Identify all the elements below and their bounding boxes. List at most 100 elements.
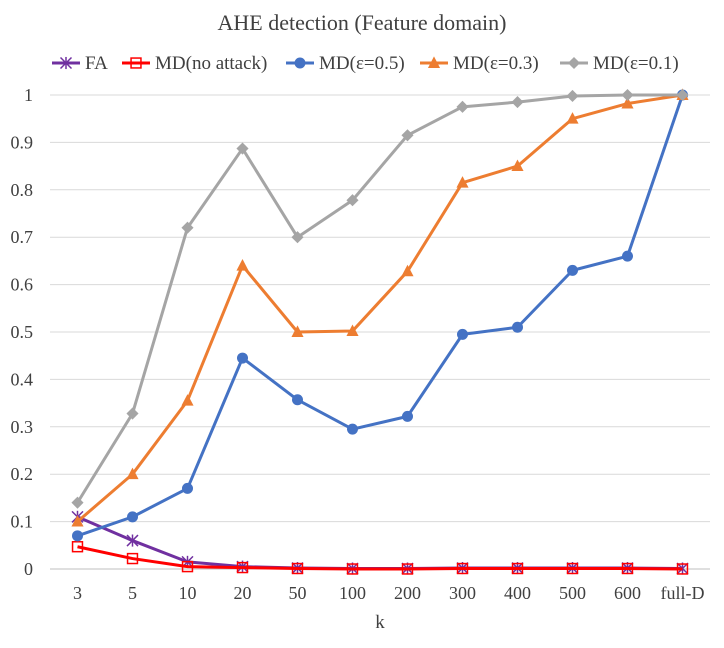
data-point — [71, 515, 84, 527]
x-tick-label: 600 — [614, 583, 641, 603]
data-point — [401, 264, 414, 277]
legend-marker — [130, 57, 142, 69]
data-point — [71, 541, 84, 553]
data-point — [347, 423, 358, 435]
legend-item: MD(ε=0.5) — [286, 53, 405, 74]
legend-marker — [294, 57, 306, 69]
y-tick-label: 0.2 — [11, 464, 34, 484]
data-point — [566, 562, 579, 575]
series-line — [76, 93, 683, 504]
series-line — [76, 93, 683, 523]
data-point — [567, 264, 578, 276]
x-tick-label: 3 — [73, 583, 82, 603]
y-axis-tick-labels: 0 0.1 0.2 0.3 0.4 0.5 0.6 0.7 0.8 0.9 1 — [11, 85, 34, 579]
data-point — [566, 112, 579, 124]
data-point — [292, 394, 303, 406]
data-point — [346, 194, 359, 207]
data-point — [566, 89, 579, 102]
data-point — [236, 142, 249, 155]
data-point — [457, 328, 468, 340]
x-tick-label: 500 — [559, 583, 586, 603]
data-point — [621, 562, 634, 575]
data-point — [456, 176, 469, 188]
series-2 — [72, 89, 688, 542]
legend-item: MD(no attack) — [122, 53, 267, 74]
legend-label: MD(ε=0.1) — [593, 53, 679, 74]
data-point — [511, 159, 524, 172]
legend-label: MD(no attack) — [155, 53, 267, 74]
y-tick-label: 0.7 — [11, 227, 34, 247]
x-tick-label: 10 — [179, 583, 197, 603]
data-point — [127, 511, 138, 523]
data-point — [511, 562, 524, 575]
data-point — [72, 530, 83, 542]
chart-title: AHE detection (Feature domain) — [218, 10, 507, 35]
data-point — [181, 394, 194, 406]
series-line — [77, 94, 684, 538]
data-point — [181, 221, 194, 234]
data-point — [291, 562, 304, 575]
legend-marker — [427, 56, 441, 68]
series-0 — [71, 510, 689, 575]
data-point — [126, 407, 139, 420]
x-tick-label: 100 — [339, 583, 366, 603]
series-4 — [71, 88, 689, 509]
data-point — [346, 324, 359, 337]
data-point — [291, 325, 304, 337]
legend-label: MD(ε=0.5) — [319, 53, 405, 74]
series-line — [77, 545, 683, 571]
y-tick-label: 0 — [24, 559, 33, 579]
data-point — [676, 563, 689, 575]
data-point — [456, 100, 469, 113]
y-tick-label: 1 — [24, 85, 33, 105]
x-tick-label: 200 — [394, 583, 421, 603]
data-point — [291, 231, 304, 244]
data-point — [182, 482, 193, 494]
data-point — [71, 496, 84, 509]
legend-marker — [567, 56, 581, 70]
data-point — [456, 562, 469, 575]
x-tick-label: full-D — [661, 583, 705, 603]
data-point — [621, 96, 634, 109]
data-point — [621, 88, 634, 102]
data-point — [236, 561, 249, 574]
legend-label: MD(ε=0.3) — [453, 53, 539, 74]
x-tick-label: 400 — [504, 583, 531, 603]
x-axis-title: k — [375, 612, 385, 633]
legend-label: FA — [85, 53, 108, 74]
data-point — [126, 467, 139, 480]
legend-item: MD(ε=0.3) — [420, 53, 539, 74]
data-point — [236, 259, 249, 271]
data-point — [346, 563, 359, 575]
x-tick-label: 50 — [289, 583, 307, 603]
data-point — [401, 563, 414, 575]
x-axis-tick-labels: 3 5 10 20 50 100 200 300 400 500 600 full-D — [73, 583, 705, 603]
data-point — [126, 534, 139, 547]
y-tick-label: 0.4 — [11, 369, 34, 389]
y-tick-label: 0.5 — [11, 322, 34, 342]
y-tick-label: 0.8 — [11, 180, 34, 200]
y-tick-label: 0.6 — [11, 275, 34, 295]
x-tick-label: 20 — [234, 583, 252, 603]
data-point — [401, 129, 414, 142]
x-tick-label: 5 — [128, 583, 137, 603]
data-point — [181, 560, 194, 573]
legend-item: FA — [52, 53, 108, 74]
data-point — [402, 410, 413, 422]
data-point — [511, 96, 524, 109]
legend-item: MD(ε=0.1) — [560, 53, 679, 74]
series-layer — [71, 88, 689, 575]
data-point — [126, 552, 139, 565]
y-tick-label: 0.9 — [11, 132, 34, 152]
series-line — [76, 515, 683, 571]
data-point — [512, 321, 523, 333]
legend-marker — [59, 56, 73, 70]
data-point — [237, 352, 248, 364]
series-1 — [71, 541, 689, 575]
legend: FA MD(no attack) MD(ε=0.5) MD(ε=0.3) MD(ε=0.… — [52, 53, 679, 74]
data-point — [676, 88, 689, 102]
data-point — [622, 250, 633, 262]
y-tick-label: 0.1 — [11, 512, 34, 532]
